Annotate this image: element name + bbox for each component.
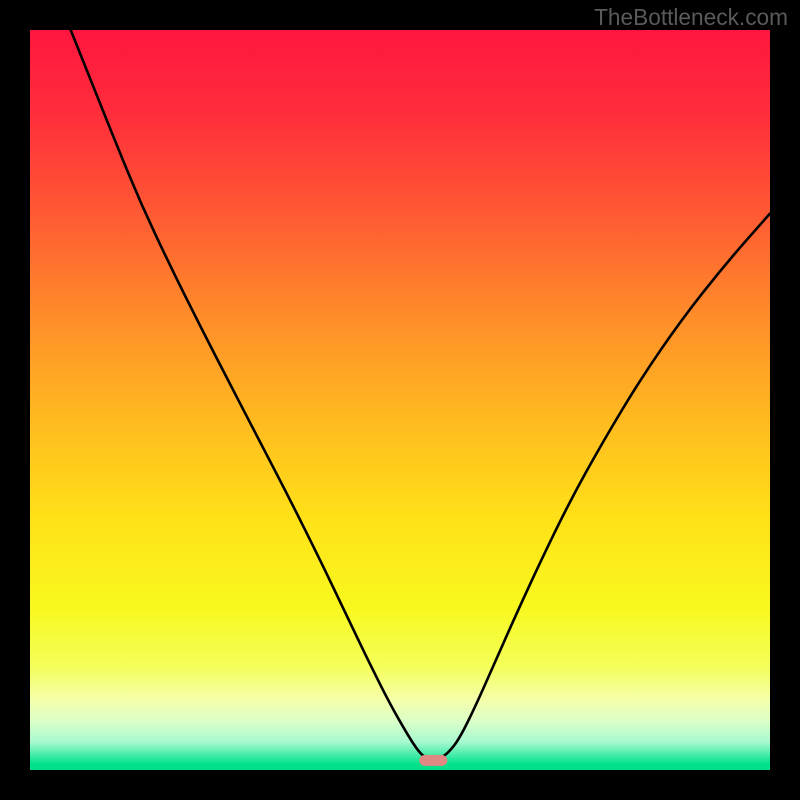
- bottleneck-chart: TheBottleneck.com: [0, 0, 800, 800]
- chart-svg: [0, 0, 800, 800]
- attribution-label: TheBottleneck.com: [594, 4, 788, 31]
- optimal-marker: [419, 755, 447, 766]
- plot-area: [30, 30, 770, 770]
